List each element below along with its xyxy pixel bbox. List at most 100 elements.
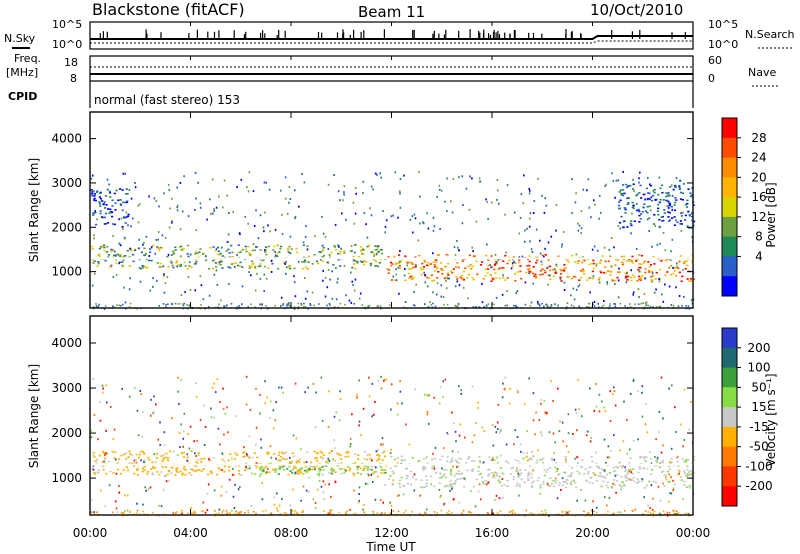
data-cell — [309, 465, 313, 468]
data-cell — [432, 452, 434, 455]
data-cell — [571, 254, 574, 257]
data-cell — [652, 189, 655, 192]
data-cell — [375, 254, 378, 256]
data-cell — [462, 279, 465, 281]
data-cell — [441, 273, 444, 275]
data-cell — [585, 306, 588, 308]
data-cell — [545, 512, 547, 514]
data-cell — [264, 472, 268, 475]
data-cell — [158, 473, 161, 476]
data-cell — [683, 480, 686, 483]
data-cell — [333, 460, 336, 462]
data-cell — [614, 469, 617, 472]
data-cell — [500, 485, 503, 487]
data-cell — [94, 460, 97, 463]
data-cell — [371, 250, 374, 253]
data-cell — [153, 411, 155, 414]
data-cell — [213, 382, 215, 385]
data-cell — [365, 223, 367, 226]
data-cell — [460, 389, 462, 392]
data-cell — [223, 470, 226, 473]
data-cell — [339, 252, 342, 255]
data-cell — [452, 268, 455, 270]
data-cell — [397, 266, 400, 269]
data-cell — [409, 218, 412, 221]
data-cell — [205, 259, 208, 262]
data-cell — [687, 210, 689, 213]
data-cell — [620, 193, 623, 196]
data-cell — [426, 276, 429, 279]
data-cell — [643, 496, 645, 499]
data-cell — [308, 467, 311, 470]
data-cell — [322, 480, 325, 483]
data-cell — [642, 193, 645, 196]
data-cell — [214, 262, 217, 264]
data-cell — [133, 465, 136, 467]
data-cell — [150, 246, 153, 249]
data-cell — [422, 268, 425, 270]
data-cell — [390, 279, 393, 281]
data-cell — [263, 181, 266, 184]
data-cell — [619, 465, 622, 467]
data-cell — [473, 306, 475, 308]
data-cell — [117, 199, 120, 202]
data-cell — [601, 306, 603, 308]
data-cell — [526, 451, 528, 454]
data-cell — [660, 376, 663, 379]
data-cell — [666, 271, 669, 273]
data-cell — [444, 265, 447, 268]
data-cell — [662, 199, 665, 201]
data-cell — [307, 261, 310, 263]
data-cell — [598, 393, 601, 396]
data-cell — [510, 467, 513, 470]
data-cell — [295, 511, 298, 514]
data-cell — [293, 267, 296, 270]
data-cell — [327, 183, 330, 186]
data-cell — [327, 308, 330, 310]
data-cell — [486, 200, 488, 203]
data-cell — [337, 306, 339, 309]
data-cell — [263, 467, 266, 469]
colorbar-swatch — [722, 347, 737, 369]
data-cell — [190, 506, 192, 509]
data-cell — [272, 469, 275, 471]
data-cell — [410, 261, 413, 264]
data-cell — [477, 406, 479, 409]
data-cell — [599, 211, 602, 214]
data-cell — [580, 276, 583, 279]
data-cell — [670, 250, 672, 253]
data-cell — [527, 475, 530, 477]
data-cell — [153, 453, 156, 456]
y-tick-label: 2000 — [51, 426, 82, 440]
data-cell — [528, 471, 531, 474]
data-cell — [415, 478, 418, 481]
data-cell — [659, 268, 662, 271]
power-scatter — [90, 170, 696, 310]
data-cell — [619, 485, 622, 487]
data-cell — [269, 417, 271, 419]
data-cell — [639, 184, 642, 187]
data-cell — [690, 194, 693, 196]
data-cell — [310, 461, 313, 464]
data-cell — [511, 512, 514, 515]
data-cell — [357, 458, 360, 460]
data-cell — [264, 402, 266, 405]
data-cell — [641, 478, 644, 481]
data-cell — [659, 512, 661, 515]
data-cell — [360, 246, 363, 248]
data-cell — [568, 276, 571, 278]
y-tick-label: 3000 — [51, 176, 82, 190]
data-cell — [243, 446, 245, 449]
data-cell — [93, 511, 95, 514]
data-cell — [186, 453, 188, 456]
data-cell — [391, 263, 394, 265]
data-cell — [549, 477, 552, 479]
data-cell — [399, 190, 401, 193]
data-cell — [300, 499, 302, 502]
data-cell — [481, 301, 484, 304]
data-cell — [435, 259, 438, 261]
data-cell — [587, 470, 590, 473]
data-cell — [600, 476, 604, 478]
data-cell — [683, 484, 686, 486]
data-cell — [688, 485, 691, 487]
